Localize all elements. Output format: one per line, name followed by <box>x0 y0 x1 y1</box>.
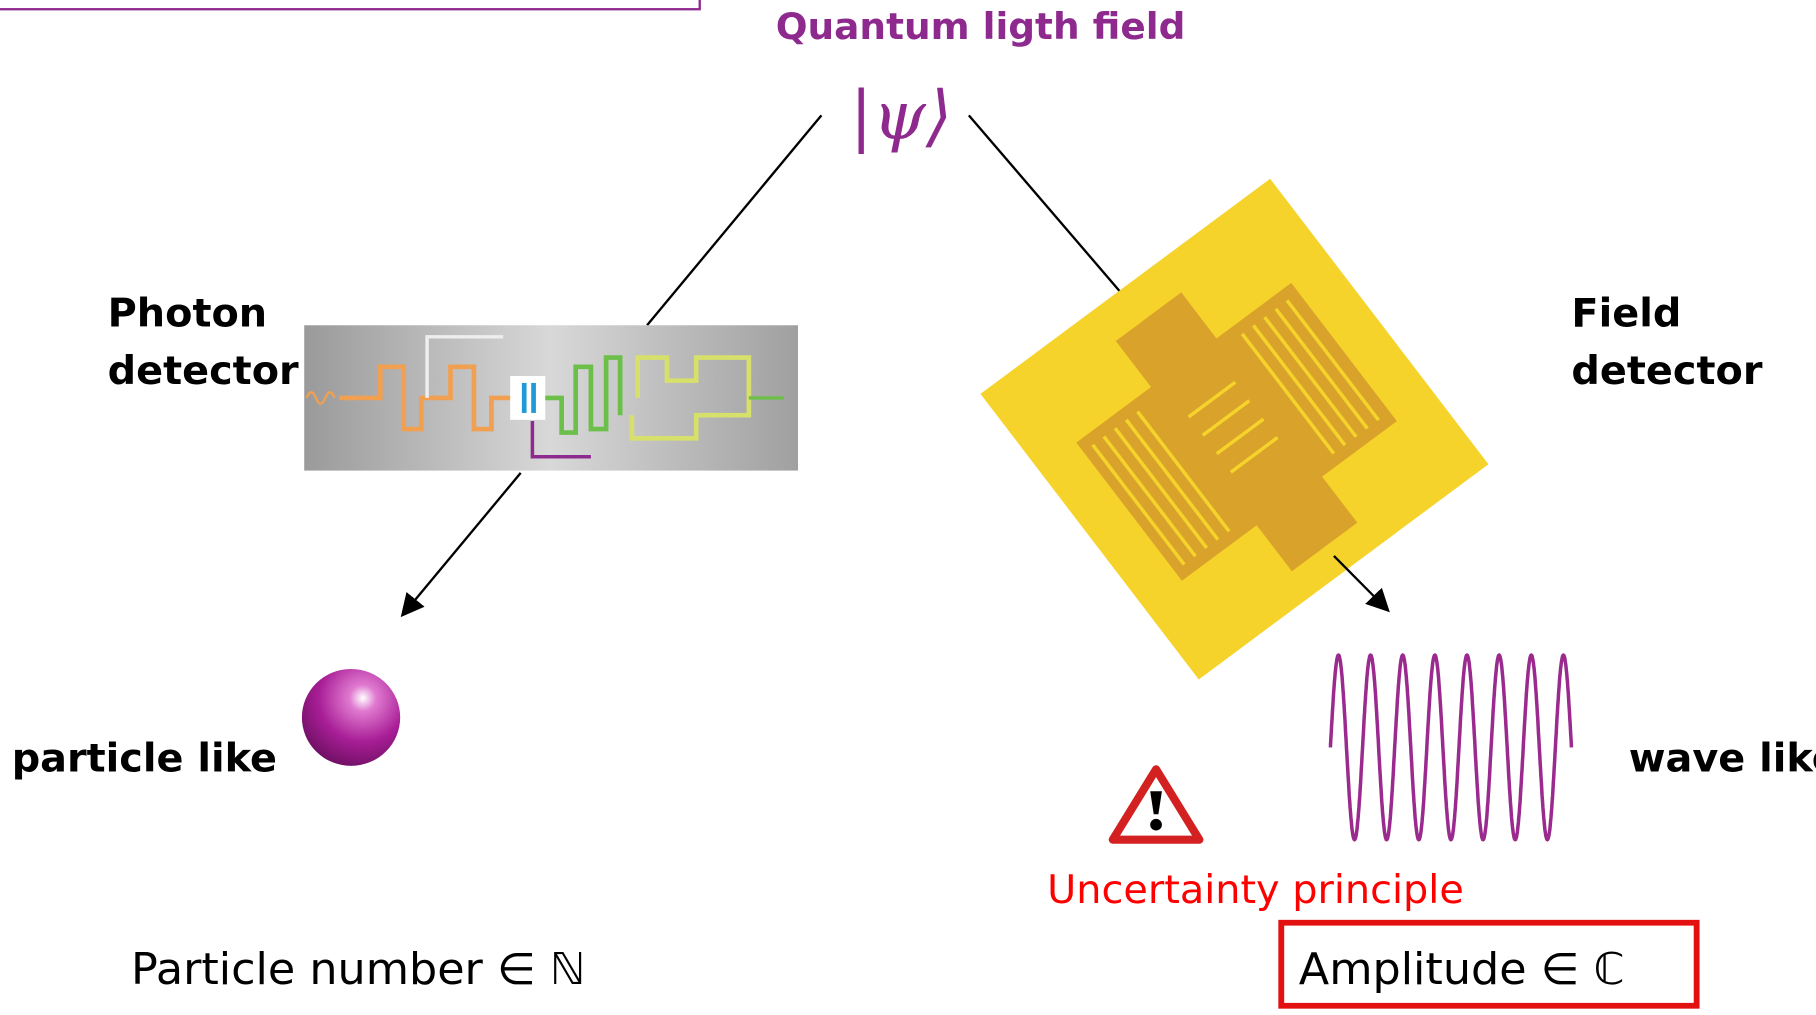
label-line: Photon <box>108 291 267 337</box>
connector <box>647 115 821 325</box>
label-line: detector <box>108 348 300 394</box>
arrow <box>404 473 521 614</box>
arrow <box>1334 556 1387 609</box>
field-detector-label: Field detector <box>1571 291 1763 394</box>
frame <box>0 0 700 9</box>
particle <box>302 669 400 766</box>
wave <box>1330 655 1571 840</box>
state: |ψ⟩ <box>850 76 953 154</box>
warning-text: Uncertainty principle <box>1047 867 1464 913</box>
wave-label: wave like <box>1629 736 1816 782</box>
slide: Quantum ligth field |ψ⟩ Photon detector … <box>0 0 1816 1015</box>
title: Quantum ligth field <box>776 4 1186 48</box>
particle-label: particle like <box>12 736 277 782</box>
page: Quantum ligth field |ψ⟩ Photon detector … <box>0 0 1816 1015</box>
connector <box>969 115 1129 302</box>
field-chip <box>980 179 1488 680</box>
particle-number: Particle number ∈ ℕ <box>131 944 585 995</box>
photon-detector-label: Photon detector <box>108 291 300 394</box>
photon-chip <box>304 325 798 470</box>
label-line: Field <box>1571 291 1681 337</box>
warning-icon <box>1113 769 1200 839</box>
amplitude: Amplitude ∈ ℂ <box>1299 944 1625 995</box>
label-line: detector <box>1571 348 1763 394</box>
